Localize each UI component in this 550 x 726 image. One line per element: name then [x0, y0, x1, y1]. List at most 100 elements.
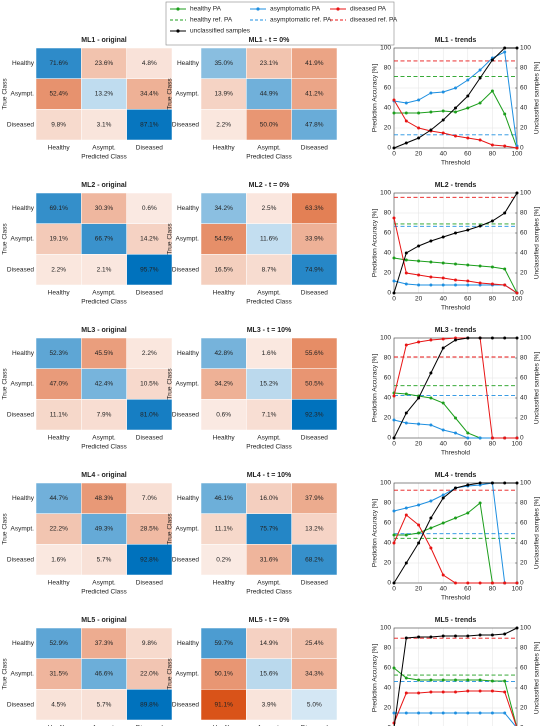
- series-point: [454, 283, 457, 287]
- series-point: [404, 111, 408, 115]
- series-point: [478, 336, 482, 340]
- cell-label: 34.2%: [214, 381, 233, 388]
- cell: [35, 192, 82, 224]
- series-point: [392, 436, 396, 440]
- cell: [81, 254, 127, 286]
- cell-label: 44.9%: [260, 91, 279, 98]
- y2-tick-label: 40: [520, 685, 528, 692]
- row-label: Asympt.: [11, 526, 35, 533]
- y-tick-label: 20: [384, 125, 392, 132]
- cell: [246, 482, 292, 514]
- x-tick-label: 80: [489, 151, 497, 158]
- series-point: [490, 679, 494, 683]
- series-point: [478, 68, 482, 72]
- cell-label: 28.5%: [140, 526, 159, 533]
- cell-label: 14.9%: [260, 640, 279, 647]
- series-point: [503, 211, 507, 215]
- y-axis-label: True Class: [167, 223, 174, 255]
- series-point: [503, 336, 507, 340]
- y-axis-label: True Class: [2, 78, 9, 110]
- col-label: Asympt.: [257, 580, 281, 587]
- series-point: [429, 690, 433, 694]
- series-point: [429, 338, 433, 342]
- cell: [200, 658, 247, 690]
- series-line: [393, 690, 517, 726]
- cell: [126, 658, 173, 690]
- row-label: Healthy: [12, 495, 35, 502]
- series-point: [417, 635, 421, 639]
- series-point: [454, 416, 457, 420]
- cell-label: 35.0%: [214, 60, 233, 67]
- series-point: [515, 481, 519, 485]
- cell-label: 2.2%: [216, 121, 231, 128]
- series-point: [392, 666, 396, 670]
- series-line: [393, 667, 517, 726]
- col-label: Diseased: [136, 145, 163, 152]
- series-point: [441, 90, 445, 94]
- y2-tick-label: 80: [520, 65, 528, 72]
- series-point: [454, 86, 457, 90]
- cell-label: 25.4%: [305, 640, 324, 647]
- series-point: [515, 436, 519, 440]
- series-point: [392, 279, 396, 283]
- cell-label: 52.4%: [49, 91, 68, 98]
- series-point: [417, 273, 421, 277]
- series-point: [429, 396, 433, 400]
- y-tick-label: 40: [384, 540, 392, 547]
- cell: [246, 689, 292, 721]
- cell-label: 47.0%: [49, 381, 68, 388]
- chart-title: ML3 - trends: [435, 327, 477, 334]
- series-point: [429, 546, 433, 550]
- x-tick-label: 20: [415, 296, 423, 303]
- chart-title: ML5 - t = 0%: [249, 617, 290, 624]
- cell-label: 22.2%: [49, 526, 68, 533]
- row-label: Asympt.: [11, 671, 35, 678]
- cell-label: 34.2%: [214, 205, 233, 212]
- cell-label: 50.5%: [305, 381, 324, 388]
- cell-label: 46.6%: [95, 671, 114, 678]
- series-point: [478, 436, 482, 440]
- row-label: Asympt.: [176, 381, 200, 388]
- y2-tick-label: 0: [520, 290, 524, 297]
- series-point: [392, 394, 396, 398]
- series-point: [503, 481, 507, 485]
- cell: [291, 192, 338, 224]
- legend-label: healthy ref. PA: [190, 17, 233, 24]
- cell: [200, 337, 247, 369]
- series-point: [478, 689, 482, 693]
- series-point: [429, 275, 433, 279]
- series-point: [441, 401, 445, 405]
- y-tick-label: 0: [387, 435, 391, 442]
- y-axis-label: True Class: [2, 658, 9, 690]
- series-point: [478, 101, 482, 105]
- series-point: [392, 533, 396, 537]
- cell: [35, 513, 82, 545]
- cell: [246, 544, 292, 576]
- series-point: [454, 134, 457, 138]
- chart-title: ML2 - trends: [435, 182, 477, 189]
- cell-label: 16.0%: [260, 495, 279, 502]
- row-label: Asympt.: [176, 91, 200, 98]
- col-label: Diseased: [301, 580, 328, 587]
- y2-tick-label: 0: [520, 725, 524, 726]
- y2-tick-label: 40: [520, 105, 528, 112]
- series-point: [404, 691, 408, 695]
- cell-label: 4.5%: [51, 701, 66, 708]
- cell-label: 55.6%: [305, 350, 324, 357]
- y2-tick-label: 100: [520, 480, 531, 487]
- series-point: [454, 581, 457, 585]
- x-axis-label: Threshold: [441, 305, 470, 312]
- series-point: [429, 128, 433, 132]
- series-point: [417, 523, 421, 527]
- series-point: [417, 541, 421, 545]
- series-point: [429, 499, 433, 503]
- series-line: [393, 482, 517, 584]
- series-line: [394, 90, 518, 149]
- x-tick-label: 60: [464, 441, 472, 448]
- legend-marker: [256, 7, 260, 11]
- y2-tick-label: 0: [520, 580, 524, 587]
- series-point: [441, 337, 445, 341]
- series-point: [417, 259, 421, 263]
- series-point: [454, 486, 457, 490]
- series-point: [490, 436, 494, 440]
